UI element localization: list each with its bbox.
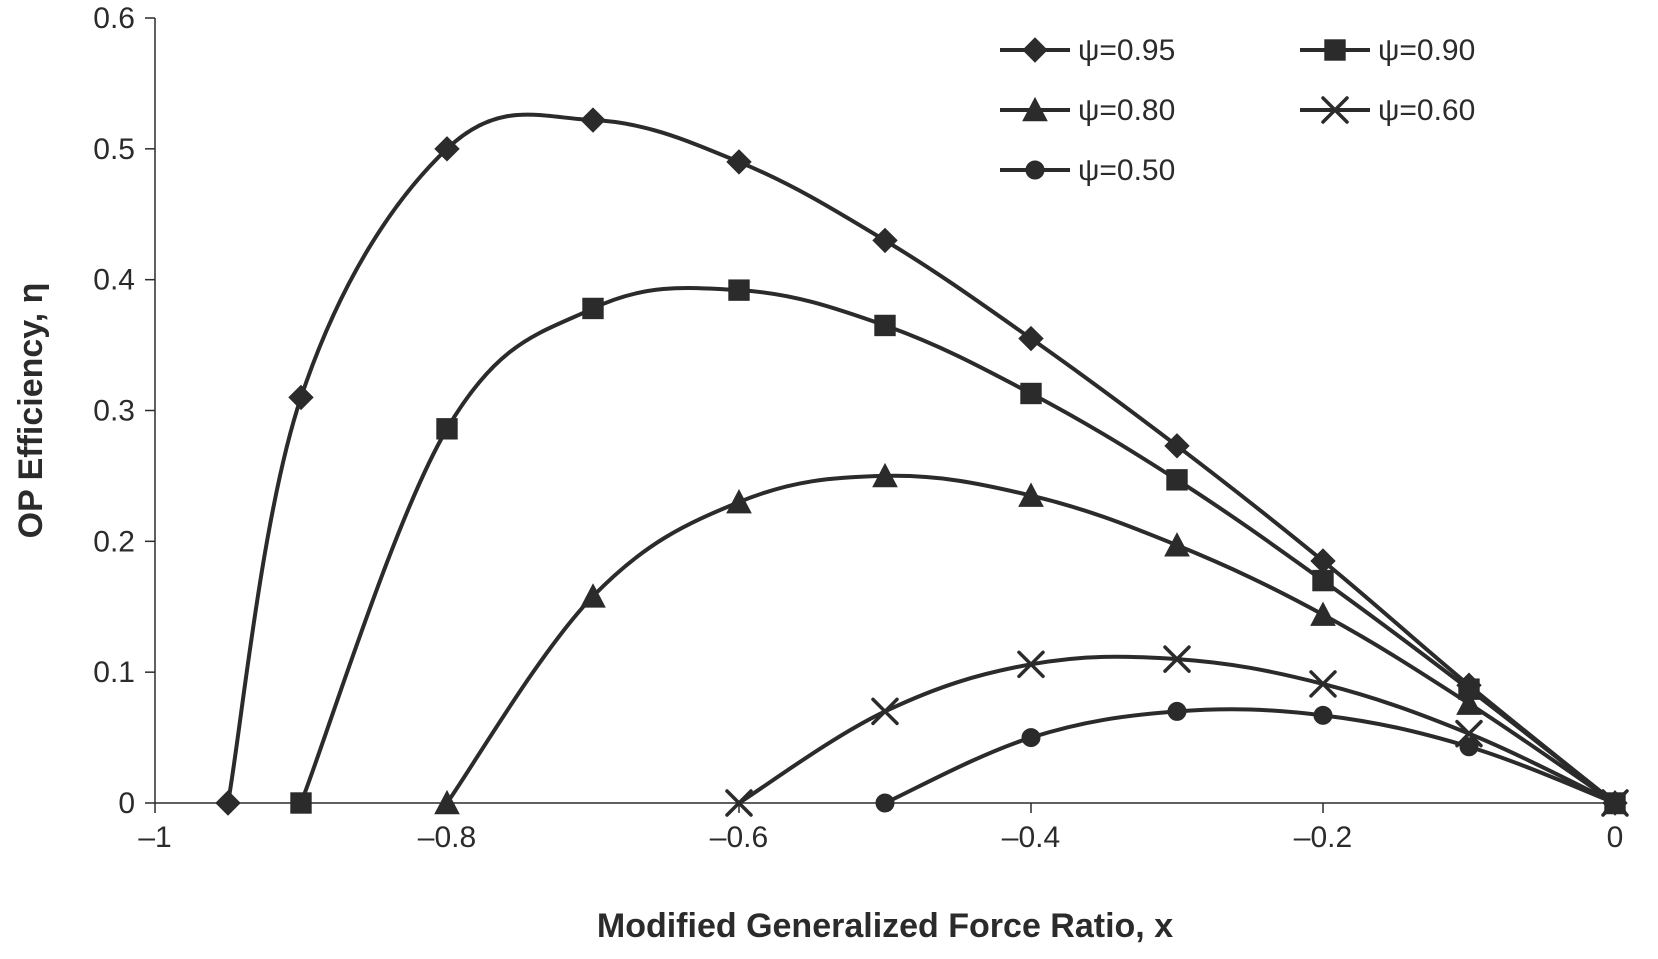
x-axis-title: Modified Generalized Force Ratio, x [597,907,1173,945]
marker-circle [1606,794,1624,812]
series-line [228,115,1615,803]
legend: ψ=0.95 ψ=0.90 ψ=0.80 ψ=0.60 ψ=0.50 [1000,34,1475,187]
marker-square [1325,40,1345,60]
legend-item-psi090: ψ=0.90 [1300,34,1475,67]
y-tick-label: 0.4 [93,264,135,297]
y-tick-label: 0.1 [93,656,135,689]
marker-triangle [1311,603,1335,626]
legend-label: ψ=0.95 [1078,34,1175,67]
legend-item-psi095: ψ=0.95 [1000,34,1175,67]
x-tick-label: 0 [1607,821,1624,854]
marker-square [1313,570,1333,590]
marker-square [729,280,749,300]
marker-circle [1168,702,1186,720]
x-tick-label: –0.4 [1002,821,1060,854]
marker-diamond [289,385,313,409]
marker-circle [1022,729,1040,747]
marker-diamond [873,228,897,252]
marker-diamond [1019,327,1043,351]
chart-svg: –1 –0.8 –0.6 –0.4 –0.2 0 0 0.1 0.2 0.3 0.4 0.5 0.6 Mo… [0,0,1658,959]
legend-item-psi060: ψ=0.60 [1300,94,1475,127]
series-line [739,657,1615,803]
x-tick-label: –1 [138,821,171,854]
op-efficiency-chart: –1 –0.8 –0.6 –0.4 –0.2 0 0 0.1 0.2 0.3 0.4 0.5 0.6 Mo… [0,0,1658,959]
series-line [885,709,1615,803]
marker-diamond [727,150,751,174]
marker-triangle [727,490,751,513]
x-tick-label: –0.2 [1294,821,1352,854]
legend-label: ψ=0.90 [1378,34,1475,67]
marker-diamond [1023,38,1047,62]
marker-circle [876,794,894,812]
y-axis-title: OP Efficiency, η [12,283,50,539]
legend-item-psi050: ψ=0.50 [1000,154,1175,187]
marker-square [583,298,603,318]
legend-item-psi080: ψ=0.80 [1000,94,1175,127]
legend-label: ψ=0.60 [1378,94,1475,127]
marker-diamond [216,791,240,815]
marker-diamond [581,108,605,132]
series-psi080 [435,464,1627,814]
y-tick-label: 0.5 [93,133,135,166]
series-group [216,108,1627,815]
marker-triangle [1165,533,1189,556]
marker-square [875,315,895,335]
marker-square [1167,470,1187,490]
y-tick-label: 0 [118,787,135,820]
x-tick-label: –0.6 [710,821,768,854]
marker-square [291,793,311,813]
marker-circle [1460,738,1478,756]
y-tick-label: 0.3 [93,395,135,428]
marker-square [437,419,457,439]
marker-square [1021,383,1041,403]
marker-circle [1026,161,1044,179]
series-line [447,476,1615,803]
series-psi060 [727,647,1627,815]
legend-label: ψ=0.80 [1078,94,1175,127]
y-tick-label: 0.6 [93,2,135,35]
x-tick-label: –0.8 [418,821,476,854]
legend-label: ψ=0.50 [1078,154,1175,187]
marker-circle [1314,706,1332,724]
y-tick-label: 0.2 [93,525,135,558]
